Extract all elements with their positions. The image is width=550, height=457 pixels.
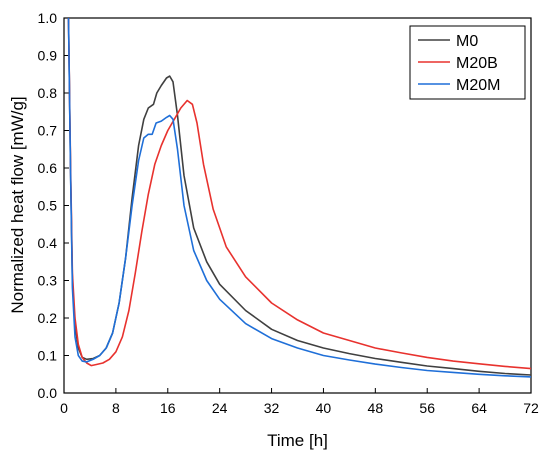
x-tick-label: 24 [212,400,228,416]
series-line-m20b [67,18,531,370]
y-tick-label: 1.0 [38,10,58,26]
y-tick-label: 0.5 [38,198,58,214]
x-tick-label: 0 [60,400,68,416]
x-tick-label: 64 [471,400,487,416]
x-tick-label: 72 [523,400,539,416]
y-tick-label: 0.9 [38,48,58,64]
x-tick-label: 32 [264,400,280,416]
x-tick-label: 16 [160,400,176,416]
legend-label: M20M [456,77,500,94]
y-tick-label: 0.4 [38,235,58,251]
x-tick-label: 56 [419,400,435,416]
y-axis-label: Normalized heat flow [mW/g] [8,96,27,313]
y-tick-label: 0.0 [38,385,58,401]
y-tick-label: 0.7 [38,123,58,139]
x-tick-label: 48 [368,400,384,416]
series-line-m20m [67,18,531,378]
legend: M0 M20B M20M [409,25,526,100]
y-tick-label: 0.8 [38,85,58,101]
x-axis-label: Time [h] [267,431,328,450]
y-tick-label: 0.6 [38,160,58,176]
legend-label: M20B [456,55,498,72]
series-line-m0 [67,18,531,376]
axis-ticks: 0 8 16 24 32 40 48 56 64 72 0.0 0.1 0.2 0.3 0.4 0.5 0.6 0… [38,10,539,416]
x-tick-label: 40 [316,400,332,416]
y-tick-label: 0.3 [38,273,58,289]
x-tick-label: 8 [112,400,120,416]
y-tick-label: 0.1 [38,348,58,364]
y-tick-label: 0.2 [38,310,58,326]
series-layer [67,18,531,378]
legend-label: M0 [456,33,478,50]
